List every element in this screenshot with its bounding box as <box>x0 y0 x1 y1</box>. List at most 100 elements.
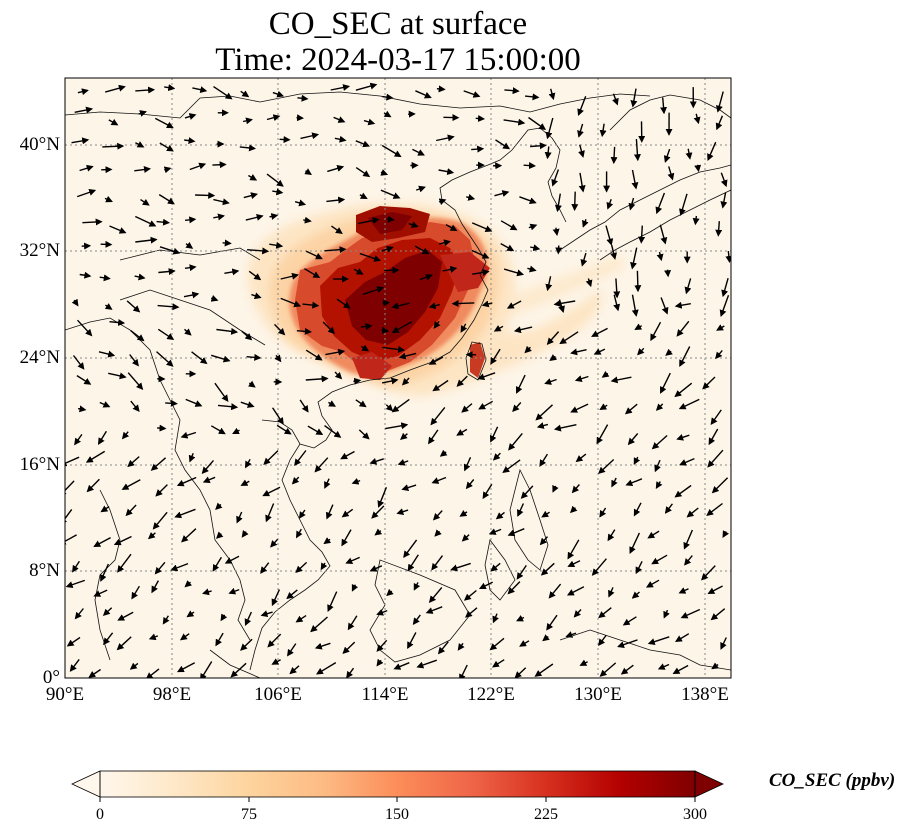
wind-arrow <box>148 633 159 641</box>
wind-arrow <box>401 377 410 386</box>
wind-arrow <box>492 659 505 668</box>
wind-arrow <box>151 580 160 594</box>
lat-tick-label: 32°N <box>19 240 60 261</box>
wind-arrow <box>109 225 127 234</box>
wind-arrow <box>477 372 496 381</box>
wind-arrow <box>715 115 724 131</box>
wind-arrow <box>707 585 723 594</box>
wind-arrow <box>624 403 638 415</box>
wind-arrow <box>432 379 449 392</box>
wind-arrow <box>382 345 406 353</box>
wind-arrow <box>450 562 471 572</box>
wind-arrow <box>654 459 661 473</box>
wind-arrow <box>105 84 126 93</box>
wind-arrow <box>622 616 637 626</box>
wind-arrow <box>523 162 536 170</box>
wind-arrow <box>66 636 81 647</box>
wind-arrow <box>353 377 362 385</box>
wind-arrow <box>508 432 523 451</box>
wind-arrow <box>260 610 273 618</box>
wind-arrow <box>296 327 312 335</box>
wind-arrow <box>192 86 208 94</box>
wind-arrow <box>425 606 443 614</box>
wind-arrow <box>215 632 224 647</box>
wind-arrow <box>248 380 256 388</box>
wind-arrow <box>633 456 641 465</box>
wind-arrow <box>240 638 253 651</box>
wind-arrow <box>134 273 146 281</box>
wind-arrow <box>262 486 281 497</box>
wind-arrow <box>386 588 394 597</box>
wind-arrow <box>493 325 504 332</box>
wind-arrow <box>701 565 716 581</box>
coastlines-and-borders <box>65 91 731 678</box>
wind-arrow <box>528 116 547 131</box>
wind-arrow <box>631 169 639 190</box>
wind-arrow <box>548 583 562 599</box>
lat-tick-label: 16°N <box>19 454 60 475</box>
wind-arrow <box>117 553 132 573</box>
wind-arrow <box>517 503 525 517</box>
wind-arrow <box>520 485 534 499</box>
wind-arrow <box>627 433 639 446</box>
wind-arrow <box>138 110 147 117</box>
wind-arrow <box>463 457 472 472</box>
wind-arrow <box>598 607 612 619</box>
wind-arrow <box>129 662 139 670</box>
wind-arrow <box>445 223 458 232</box>
wind-arrow <box>610 376 632 384</box>
wind-arrow <box>674 301 691 309</box>
wind-arrow <box>500 220 518 231</box>
wind-arrow <box>539 536 549 546</box>
wind-arrow <box>324 246 347 254</box>
wind-arrow <box>328 400 337 407</box>
wind-arrow <box>345 556 360 565</box>
wind-arrow <box>210 295 219 302</box>
wind-arrow <box>314 642 331 650</box>
wind-arrow <box>710 608 726 621</box>
wind-arrow <box>140 198 150 206</box>
wind-arrow <box>323 537 332 545</box>
wind-arrow <box>660 372 671 394</box>
wind-arrow <box>599 662 617 677</box>
wind-arrow <box>104 303 113 310</box>
wind-arrow <box>362 286 385 296</box>
wind-arrow <box>721 278 729 298</box>
wind-arrow <box>213 86 233 100</box>
wind-arrow <box>720 192 728 209</box>
wind-arrow <box>176 476 197 487</box>
wind-arrow <box>220 613 228 622</box>
wind-arrow <box>65 456 80 467</box>
wind-arrow <box>567 560 581 568</box>
wind-arrow <box>158 268 176 276</box>
wind-arrow <box>336 298 351 309</box>
wind-arrow <box>459 510 468 517</box>
wind-arrow <box>665 348 673 356</box>
lon-tick-label: 90°E <box>45 684 85 705</box>
wind-arrow <box>295 561 308 573</box>
wind-arrow <box>428 429 439 445</box>
wind-arrow <box>299 399 309 413</box>
wind-arrow <box>355 399 367 408</box>
map-frame <box>64 77 732 679</box>
wind-arrow <box>79 164 94 172</box>
wind-arrow <box>478 400 494 410</box>
wind-arrow <box>391 302 410 310</box>
wind-arrow <box>240 90 250 98</box>
wind-arrow <box>611 477 618 488</box>
colorbar <box>71 770 724 802</box>
wind-arrow <box>396 508 409 515</box>
wind-arrow <box>519 196 537 205</box>
wind-arrow <box>692 215 700 226</box>
lon-tick-label: 114°E <box>361 684 409 705</box>
wind-arrow <box>578 172 586 193</box>
wind-arrow <box>184 137 196 145</box>
wind-arrow <box>210 354 231 363</box>
wind-arrow <box>245 458 252 469</box>
wind-arrow <box>472 269 490 276</box>
wind-arrow <box>591 327 608 337</box>
wind-arrow <box>519 640 530 647</box>
wind-arrow <box>248 174 258 181</box>
wind-arrow <box>633 138 641 162</box>
wind-arrow <box>631 591 640 599</box>
